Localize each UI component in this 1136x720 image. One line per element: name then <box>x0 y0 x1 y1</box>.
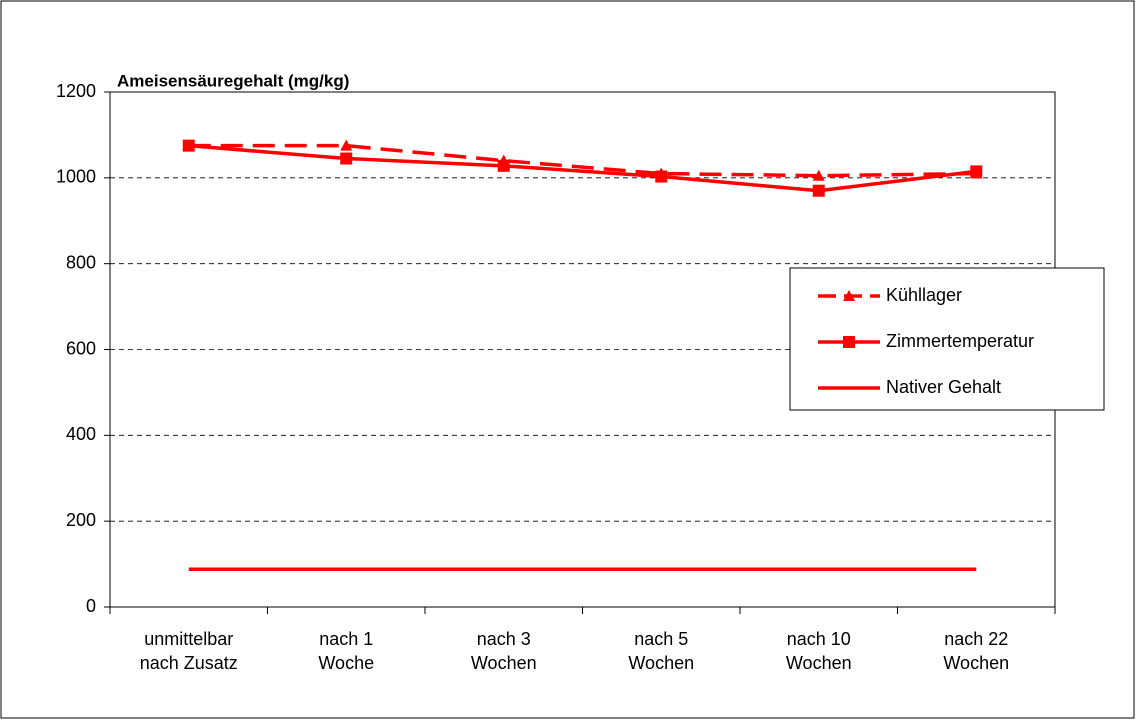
marker <box>812 184 825 197</box>
x-tick-label: nach 3 Wochen <box>470 629 537 673</box>
y-tick-label: 400 <box>66 424 96 444</box>
x-tick-label: nach 5 Wochen <box>628 629 695 673</box>
chart-title: Ameisensäuregehalt (mg/kg) <box>117 71 349 90</box>
marker <box>970 165 983 178</box>
y-tick-label: 800 <box>66 252 96 272</box>
marker <box>497 159 510 172</box>
marker <box>182 139 195 152</box>
legend-label: Kühllager <box>886 285 962 305</box>
y-tick-label: 200 <box>66 510 96 530</box>
marker <box>843 290 855 301</box>
y-tick-label: 1200 <box>56 81 96 101</box>
y-tick-label: 1000 <box>56 167 96 187</box>
marker <box>655 170 668 183</box>
x-tick-label: unmittelbar nach Zusatz <box>139 629 238 673</box>
y-tick-label: 0 <box>86 596 96 616</box>
marker <box>843 336 855 348</box>
legend-label: Zimmertemperatur <box>886 331 1034 351</box>
x-tick-label: nach 10 Wochen <box>785 629 852 673</box>
x-tick-label: nach 1 Woche <box>318 629 375 673</box>
series-line <box>188 143 977 178</box>
marker <box>340 152 353 165</box>
y-tick-label: 600 <box>66 338 96 358</box>
legend-label: Nativer Gehalt <box>886 377 1001 397</box>
x-tick-label: nach 22 Wochen <box>943 629 1010 673</box>
marker <box>340 139 353 151</box>
series-line <box>188 143 977 193</box>
marker <box>812 169 825 181</box>
